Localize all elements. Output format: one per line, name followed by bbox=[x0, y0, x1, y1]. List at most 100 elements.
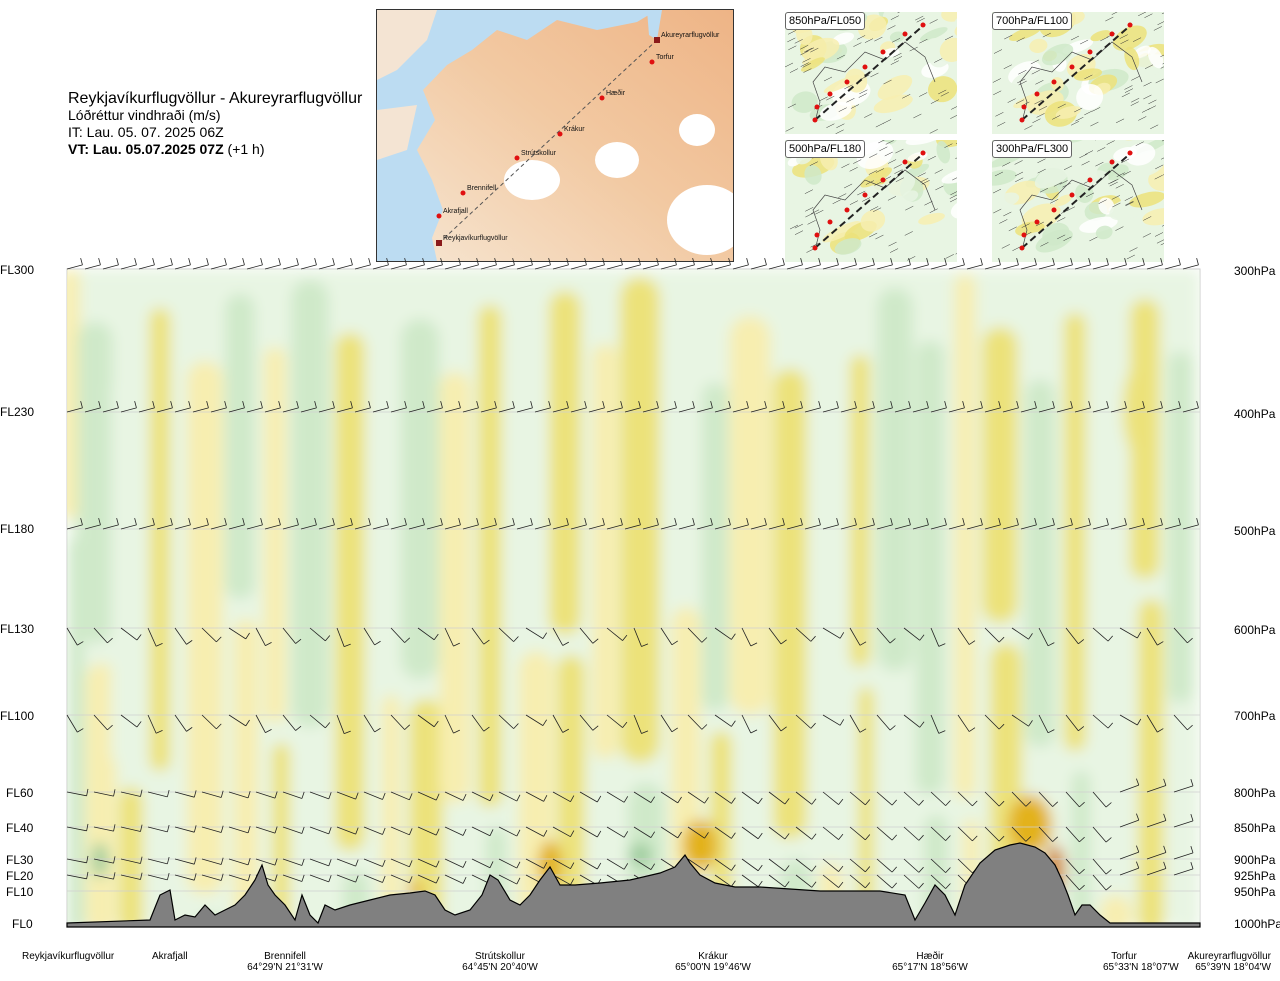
wind-barb bbox=[696, 400, 713, 413]
wind-barb bbox=[462, 400, 479, 413]
mini-map-300: 300hPa/FL300 bbox=[992, 140, 1164, 262]
wind-barb bbox=[525, 826, 548, 837]
wind-barb bbox=[849, 714, 867, 733]
wind-barb bbox=[309, 826, 332, 835]
wind-barb bbox=[1182, 400, 1199, 413]
wind-barb bbox=[66, 823, 89, 832]
wind-barb bbox=[1056, 257, 1073, 270]
wind-barb bbox=[1146, 845, 1167, 860]
wind-barb bbox=[1092, 714, 1113, 729]
wind-barb bbox=[930, 714, 946, 734]
wind-barb bbox=[606, 791, 629, 803]
wind-barb bbox=[1182, 517, 1199, 530]
wind-barb bbox=[633, 714, 649, 734]
wind-barb bbox=[732, 257, 749, 270]
wind-barb bbox=[876, 400, 893, 413]
wind-barb bbox=[1173, 862, 1194, 876]
wind-barb bbox=[1038, 714, 1055, 734]
hpa-label-850: 850hPa bbox=[1234, 821, 1276, 835]
wind-barb bbox=[1020, 400, 1037, 413]
wind-barb bbox=[876, 517, 893, 530]
wind-barb bbox=[498, 826, 521, 837]
wind-barb bbox=[1173, 814, 1194, 828]
wind-barb bbox=[255, 858, 278, 866]
wind-barb bbox=[264, 257, 281, 270]
wind-barb bbox=[930, 874, 951, 889]
wind-barb bbox=[228, 826, 251, 834]
wind-barb bbox=[525, 714, 548, 726]
wind-barb bbox=[903, 826, 924, 841]
wind-barb bbox=[624, 400, 641, 413]
wind-barb bbox=[363, 714, 381, 733]
wind-barb bbox=[417, 874, 440, 884]
wind-barb bbox=[1011, 791, 1032, 807]
wind-barb bbox=[822, 257, 839, 270]
wind-barb bbox=[498, 791, 521, 802]
wind-barb bbox=[1038, 826, 1059, 842]
wind-barb bbox=[624, 517, 641, 530]
wind-barb bbox=[282, 874, 305, 882]
wind-barb bbox=[462, 517, 479, 530]
hpa-label-1000: 1000hPa bbox=[1234, 917, 1280, 931]
wind-barb bbox=[948, 257, 965, 270]
wind-barb bbox=[498, 627, 519, 642]
wind-barb bbox=[957, 714, 976, 732]
wind-barb bbox=[102, 400, 119, 413]
waypoint-label-akureyri: Akureyrarflugvöllur 65°39'N 18°04'W bbox=[1187, 951, 1271, 973]
wind-barb bbox=[1038, 517, 1055, 530]
wind-barb bbox=[417, 627, 439, 641]
hpa-label-400: 400hPa bbox=[1234, 407, 1276, 421]
wind-barb bbox=[741, 874, 763, 888]
fl-label-10: FL10 bbox=[6, 885, 34, 899]
wind-barb bbox=[336, 858, 359, 867]
map-waypoint-marker bbox=[599, 95, 605, 101]
wind-barb bbox=[1146, 778, 1167, 793]
wind-barb bbox=[822, 400, 839, 413]
hpa-label-600: 600hPa bbox=[1234, 623, 1276, 637]
wind-barb bbox=[579, 714, 599, 731]
wind-barb bbox=[1110, 400, 1127, 413]
wind-barb bbox=[849, 874, 871, 889]
wind-barb bbox=[120, 400, 137, 413]
wind-barb bbox=[525, 858, 548, 869]
wind-barb bbox=[255, 791, 278, 799]
fl-label-60: FL60 bbox=[6, 786, 34, 800]
wind-barb bbox=[1173, 714, 1193, 731]
wind-barb bbox=[768, 791, 790, 805]
wind-barb bbox=[300, 257, 317, 270]
wind-barb bbox=[363, 826, 386, 835]
wind-barb bbox=[84, 400, 101, 413]
wind-barb bbox=[444, 627, 460, 647]
wind-barb bbox=[363, 858, 386, 867]
wind-barb bbox=[1092, 400, 1109, 413]
wind-barb bbox=[174, 790, 197, 798]
map-waypoint-label: Akureyrarflugvöllur bbox=[661, 32, 720, 39]
wind-barb bbox=[201, 627, 222, 643]
wind-barb bbox=[444, 791, 467, 801]
wind-barb bbox=[318, 257, 335, 270]
wind-barb bbox=[1146, 257, 1163, 270]
wind-barb bbox=[264, 517, 281, 530]
wind-barb bbox=[336, 874, 359, 883]
wind-barb bbox=[966, 400, 983, 413]
wind-barb bbox=[714, 874, 736, 887]
wind-barb bbox=[426, 517, 443, 530]
wind-barb bbox=[282, 791, 305, 799]
wind-barb bbox=[246, 400, 263, 413]
wind-barb bbox=[471, 858, 494, 869]
wind-barb bbox=[390, 791, 413, 801]
wind-barb bbox=[984, 714, 1005, 730]
wind-barb bbox=[516, 517, 533, 530]
wind-barb bbox=[417, 858, 440, 868]
fl-label-20: FL20 bbox=[6, 869, 34, 883]
fl-label-180: FL180 bbox=[0, 522, 35, 536]
wind-barb bbox=[336, 400, 353, 413]
wind-barb bbox=[480, 517, 497, 530]
map-waypoint-label: Strútskollur bbox=[521, 150, 557, 157]
wind-barb bbox=[138, 257, 155, 270]
wind-barb bbox=[264, 400, 281, 413]
wind-barb bbox=[390, 400, 407, 413]
wind-barb bbox=[930, 791, 951, 806]
wind-barb bbox=[849, 791, 871, 806]
wind-barb bbox=[282, 714, 302, 731]
